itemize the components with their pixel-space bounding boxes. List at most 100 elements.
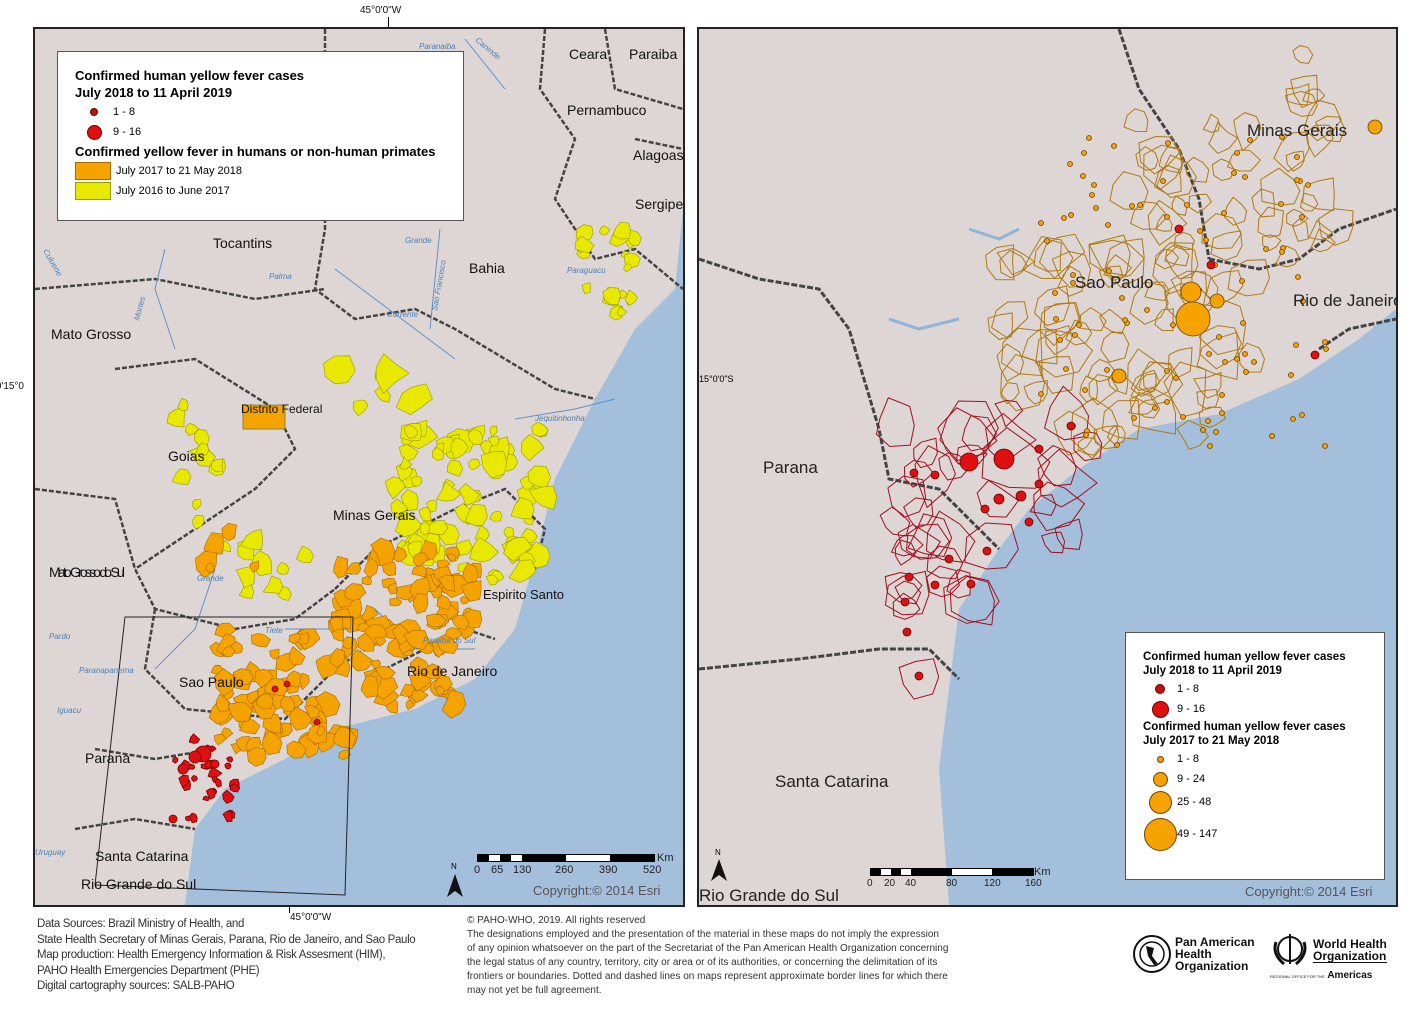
municipality-outline — [1299, 192, 1319, 212]
yellow-area — [602, 287, 621, 305]
footer-line: PAHO Health Emergencies Department (PHE) — [37, 964, 260, 977]
orange-area — [303, 704, 321, 719]
municipality-outline — [1305, 124, 1334, 158]
yellow-area — [171, 468, 192, 485]
orange-area — [315, 724, 325, 737]
orange-area — [205, 562, 215, 574]
orange-area — [425, 613, 447, 628]
case-dot — [1106, 268, 1112, 274]
municipality-outline — [1130, 201, 1169, 230]
case-dot — [1279, 249, 1285, 255]
municipality-outline — [1100, 331, 1130, 363]
label-distrito-federal: Distrito Federal — [241, 402, 322, 416]
case-dot — [1063, 366, 1069, 372]
case-dot — [993, 493, 1005, 505]
orange-area — [232, 668, 255, 686]
yellow-area — [467, 428, 484, 446]
distrito-federal-area — [242, 404, 286, 430]
case-dot — [1290, 416, 1296, 422]
municipality-outline — [1088, 234, 1131, 277]
red-area — [222, 789, 235, 804]
municipality-outline — [1302, 88, 1326, 104]
yellow-area — [510, 496, 535, 520]
footer-line: State Health Secretary of Minas Gerais, … — [37, 933, 416, 946]
case-dot — [1165, 140, 1171, 146]
orange-area — [374, 636, 387, 647]
municipality-outline — [985, 244, 1015, 281]
municipality-outline — [894, 539, 917, 566]
municipality-outline — [907, 513, 953, 558]
case-dot — [1293, 342, 1299, 348]
longitude-label-bottom: 45°0'0"W — [290, 912, 332, 923]
orange-area — [338, 749, 351, 760]
municipality-outline — [1109, 171, 1149, 210]
yellow-area — [211, 458, 224, 473]
orange-swatch-icon — [75, 162, 111, 180]
orange-area — [289, 706, 313, 731]
case-dot — [168, 814, 178, 824]
municipality-outline — [1164, 243, 1190, 267]
case-dot — [1131, 415, 1137, 421]
case-dot — [1024, 517, 1034, 527]
orange-area — [246, 747, 267, 767]
case-dot — [1239, 278, 1245, 284]
legend-item: July 2016 to June 2017 — [75, 181, 463, 201]
case-dot — [1083, 432, 1089, 438]
legend-label: 49 - 147 — [1177, 828, 1218, 840]
label-mato-grosso: Mato Grosso — [51, 326, 131, 342]
detail-legend: Confirmed human yellow fever cases July … — [1125, 632, 1385, 880]
legend-label: 9 - 24 — [1177, 773, 1206, 785]
municipality-outline — [1001, 327, 1043, 377]
municipality-outline — [1291, 218, 1309, 242]
municipality-outline — [1158, 146, 1185, 174]
yellow-area — [262, 575, 284, 594]
case-dot — [909, 468, 919, 478]
yellow-area — [419, 521, 431, 536]
legend-item: 9 - 16 — [1143, 699, 1384, 719]
legend-subtitle: July 2017 to 21 May 2018 — [1143, 735, 1280, 747]
ocean — [185, 209, 683, 905]
legend-title: Confirmed yellow fever in humans or non-… — [75, 144, 436, 159]
municipality-outline — [1107, 425, 1126, 445]
logo-text: Organization — [1175, 959, 1249, 973]
case-dot — [1070, 280, 1076, 286]
label-mato-grosso-do-sul: Mato Grosso do Sul — [49, 564, 125, 580]
case-dot — [1197, 228, 1203, 234]
case-dot — [1300, 298, 1306, 304]
orange-area — [459, 595, 470, 605]
red-area — [207, 766, 223, 779]
orange-area — [411, 689, 429, 704]
north-arrow-icon — [711, 859, 727, 881]
municipality-outline — [981, 426, 1051, 489]
orange-area — [409, 673, 432, 692]
orange-area — [203, 532, 225, 556]
case-dot — [1222, 359, 1228, 365]
yellow-area — [276, 562, 290, 575]
case-dot — [1066, 421, 1076, 431]
yellow-area — [447, 459, 464, 477]
municipality-outline — [1036, 356, 1075, 394]
red-area — [202, 795, 210, 802]
footer-line: Data Sources: Brazil Ministry of Health,… — [37, 918, 245, 930]
case-dot — [1243, 369, 1249, 375]
river-label: Corrente — [387, 310, 419, 319]
orange-area — [387, 582, 398, 595]
case-dot — [1081, 150, 1087, 156]
case-dot — [188, 750, 202, 764]
municipality-outline — [1154, 248, 1180, 270]
municipality-outline — [1033, 238, 1062, 272]
municipality-outline — [926, 565, 960, 598]
municipality-outline — [1053, 410, 1098, 456]
orange-area — [425, 663, 444, 680]
yellow-area — [192, 515, 205, 530]
municipality-outline — [1273, 131, 1310, 173]
municipality-outline — [996, 343, 1025, 382]
yellow-area — [323, 355, 356, 385]
yellow-area — [240, 529, 263, 551]
orange-area — [370, 537, 396, 567]
rivers — [154, 38, 616, 670]
orange-area — [332, 726, 357, 750]
case-dot — [1034, 479, 1044, 489]
municipality-outline — [1088, 373, 1119, 406]
municipality-outline — [1196, 388, 1220, 410]
